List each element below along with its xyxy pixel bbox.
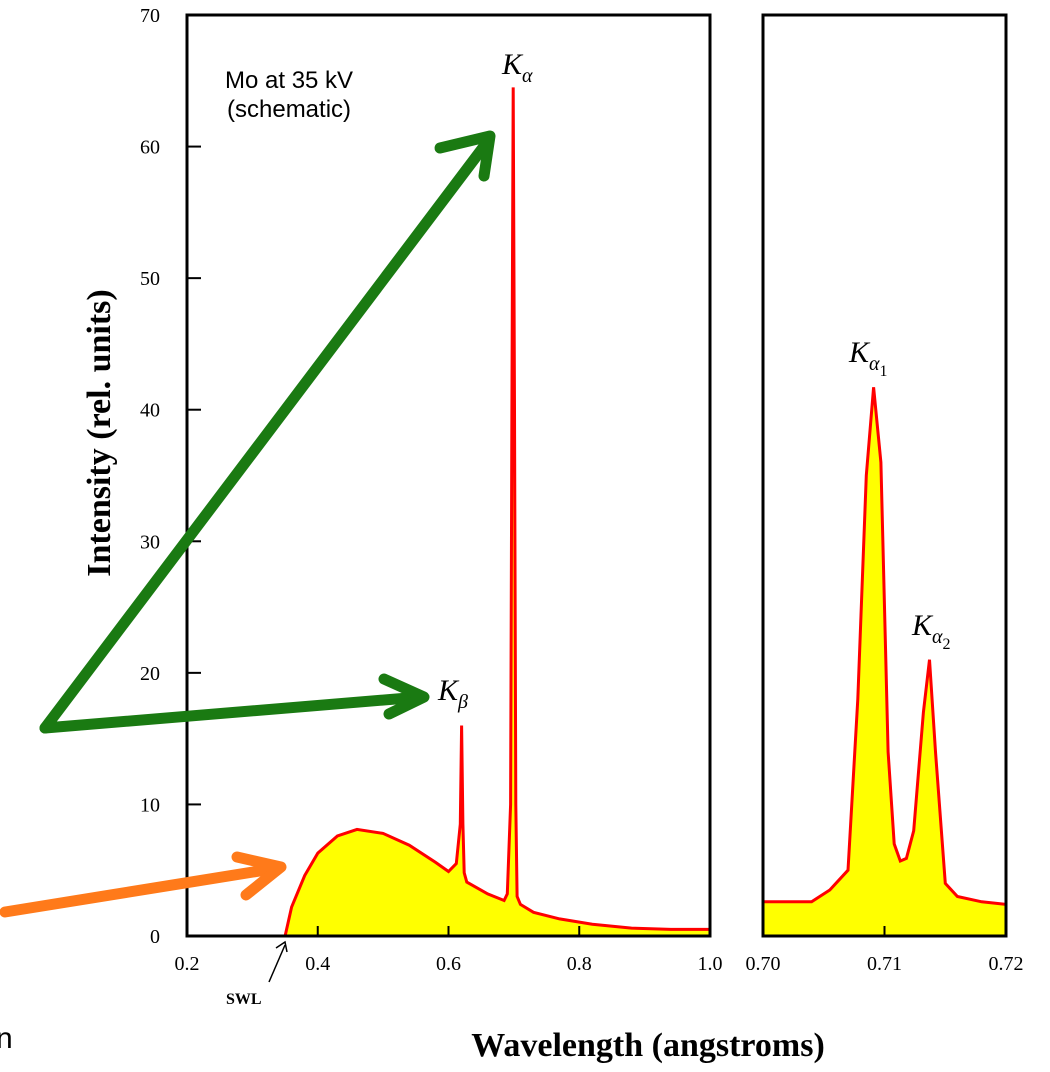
annotation-line-2: (schematic): [227, 96, 351, 123]
k-alpha2-label: Kα2: [911, 609, 951, 653]
y-tick-label: 40: [140, 400, 160, 422]
y-tick-label: 30: [140, 531, 160, 553]
k-alpha1-label: Kα1: [848, 336, 888, 380]
y-tick-label: 70: [140, 5, 160, 27]
continuum-fill-area: [285, 87, 710, 936]
main-plot-frame: [185, 13, 712, 938]
swl-pointer-head: [275, 940, 288, 953]
zoom-spectrum-curve: [763, 387, 1006, 906]
green-arrows: [39, 130, 496, 734]
x-axis-ticks: 0.2 0.4 0.6 0.8 1.0: [175, 926, 723, 975]
y-tick-label: 60: [140, 137, 160, 159]
x-tick-label: 0.70: [746, 953, 781, 975]
orange-arrow: [0, 851, 287, 918]
spectrum-curve: [283, 87, 710, 936]
x-tick-label: 0.71: [867, 953, 902, 975]
y-axis-ticks: 0 10 20 30 40 50 60 70: [140, 5, 201, 948]
swl-pointer: [268, 944, 286, 983]
main-spectrum-panel: 0 10 20 30 40 50 60 70 0.2 0.4 0.6 0.8 1.0 Mo at 35…: [140, 5, 723, 1008]
y-tick-label: 50: [140, 268, 160, 290]
k-beta-label: Kβ: [437, 674, 468, 713]
green-arrow-head-k-beta: [378, 673, 430, 720]
x-tick-label: 0.6: [436, 953, 461, 975]
x-tick-label: 0.72: [989, 953, 1024, 975]
zoom-x-axis-ticks: 0.70 0.71 0.72: [746, 926, 1024, 975]
green-arrow-head-k-alpha: [434, 130, 496, 182]
x-tick-label: 0.2: [175, 953, 200, 975]
zoom-panel: 0.70 0.71 0.72 Kα1 Kα2: [746, 13, 1024, 975]
y-tick-label: 10: [140, 794, 160, 816]
orange-arrow-head: [231, 851, 287, 901]
y-axis-label: Intensity (rel. units): [81, 289, 118, 576]
green-arrow-to-k-beta: [39, 691, 426, 734]
x-tick-label: 1.0: [698, 953, 723, 975]
green-arrow-to-k-alpha: [39, 139, 491, 734]
x-axis-label: Wavelength (angstroms): [471, 1027, 825, 1064]
annotation-line-1: Mo at 35 kV: [225, 67, 353, 94]
cropped-edge-text: n: [0, 1022, 13, 1055]
y-tick-label: 20: [140, 663, 160, 685]
y-tick-label: 0: [150, 926, 160, 948]
swl-label: SWL: [226, 991, 262, 1008]
x-tick-label: 0.4: [305, 953, 330, 975]
orange-arrow-shaft: [0, 862, 284, 918]
k-alpha-label: Kα: [501, 48, 533, 87]
x-tick-label: 0.8: [567, 953, 592, 975]
